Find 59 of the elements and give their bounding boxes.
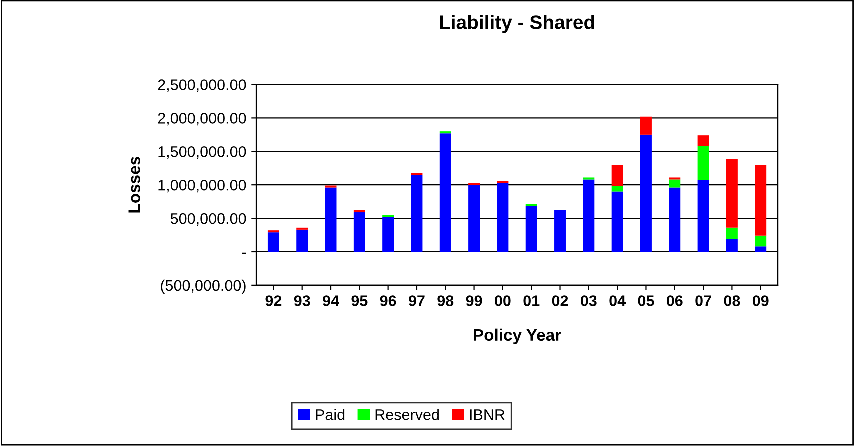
x-tick-label: 06 [666, 296, 683, 306]
bar [698, 146, 710, 180]
x-tick-label: 94 [323, 296, 340, 306]
y-tick-label: 1,500,000.00 [158, 146, 246, 160]
bar [612, 186, 624, 192]
bar [526, 206, 538, 252]
bar [411, 175, 423, 252]
bar [268, 232, 280, 252]
bar [468, 185, 480, 252]
bar [325, 188, 337, 252]
x-tick-label: 03 [581, 296, 597, 306]
y-tick-label: 2,000,000.00 [158, 113, 246, 126]
bar [296, 230, 308, 252]
bar [726, 228, 738, 240]
bar [640, 116, 652, 135]
bar [382, 217, 394, 252]
bar [354, 212, 366, 252]
bar [726, 159, 738, 228]
bar [755, 236, 767, 247]
x-tick-label: 04 [610, 296, 626, 306]
x-axis-title: Policy Year [474, 328, 562, 344]
x-tick-label: 02 [552, 296, 568, 306]
bar [440, 134, 452, 252]
y-tick-label: (500,000.00) [161, 280, 246, 294]
bar [698, 136, 710, 146]
x-tick-label: 07 [696, 296, 712, 306]
x-tick-label: 96 [380, 296, 396, 306]
x-tick-label: 01 [524, 296, 540, 306]
y-tick-label: - [242, 252, 246, 254]
bar [669, 180, 681, 188]
x-tick-label: 93 [294, 296, 310, 306]
bar [612, 165, 624, 186]
legend-label: Reserved [376, 409, 439, 420]
bar [726, 239, 738, 252]
x-tick-label: 05 [638, 296, 654, 306]
legend-label: Paid [316, 409, 345, 420]
bar [640, 134, 652, 252]
bar [669, 188, 681, 252]
x-tick-label: 99 [466, 296, 482, 306]
x-tick-label: 97 [409, 296, 425, 306]
x-tick-label: 09 [752, 296, 769, 306]
bar [612, 192, 624, 252]
x-tick-label: 98 [438, 296, 454, 306]
y-tick-label: 2,500,000.00 [158, 80, 246, 92]
bar [583, 180, 595, 252]
y-tick-label: 500,000.00 [170, 213, 246, 226]
chart-title: Liability - Shared [440, 15, 594, 34]
x-tick-label: 95 [352, 296, 368, 306]
x-tick-label: 08 [724, 296, 740, 306]
bar [755, 165, 767, 236]
bar [698, 180, 710, 252]
legend-label: IBNR [470, 410, 505, 420]
bar [554, 210, 566, 252]
bar [497, 183, 509, 252]
x-tick-label: 92 [266, 296, 282, 306]
bar [755, 246, 767, 252]
y-tick-label: 1,000,000.00 [158, 180, 246, 193]
y-axis-title: Losses [128, 157, 140, 213]
x-tick-label: 00 [495, 296, 511, 306]
